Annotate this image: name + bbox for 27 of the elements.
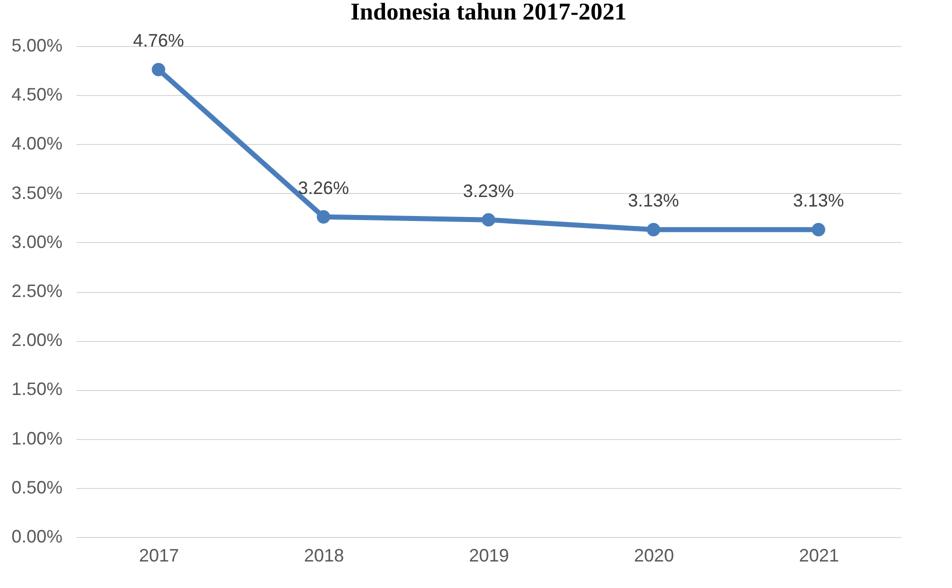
x-tick-label: 2017 <box>138 546 180 566</box>
y-tick-label: 1.00% <box>11 428 62 448</box>
y-tick-label: 0.00% <box>11 526 62 546</box>
data-label: 3.13% <box>628 190 680 211</box>
point <box>316 210 330 224</box>
data-label: 4.76% <box>132 30 184 51</box>
y-tick-label: 3.50% <box>11 182 62 203</box>
x-tick-label: 2021 <box>798 546 840 566</box>
point <box>482 213 496 227</box>
data-label: 3.13% <box>792 190 844 211</box>
y-tick-label: 4.00% <box>11 134 62 154</box>
point <box>646 222 660 236</box>
x-tick-label: 2018 <box>304 546 344 566</box>
y-tick-label: 3.00% <box>11 232 62 252</box>
point <box>812 222 826 236</box>
y-tick-label: 2.50% <box>11 281 62 301</box>
y-tick-label: 4.50% <box>11 84 62 105</box>
y-tick-label: 1.50% <box>11 379 62 400</box>
y-tick-label: 0.50% <box>11 477 62 498</box>
data-label: 3.23% <box>462 180 514 201</box>
y-tick-label: 5.00% <box>11 36 62 56</box>
y-tick-label: 2.00% <box>11 330 62 350</box>
chart-title: Indonesia tahun 2017-2021 <box>350 0 627 26</box>
point <box>152 62 166 76</box>
x-tick-label: 2020 <box>634 546 674 566</box>
data-label: 3.26% <box>298 178 350 198</box>
x-tick-label: 2019 <box>468 546 510 566</box>
